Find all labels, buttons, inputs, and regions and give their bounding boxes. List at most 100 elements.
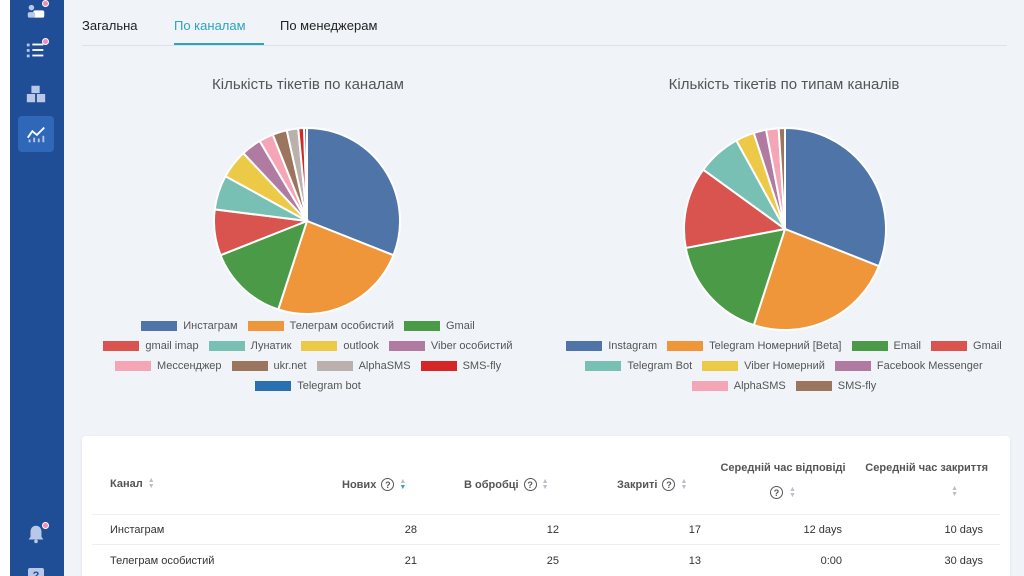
sidebar-edge (0, 0, 10, 576)
legend-label: SMS-fly (462, 360, 502, 372)
legend-item[interactable]: Инстаграм (141, 320, 238, 332)
legend-label: Telegram Номерний [Beta] (709, 340, 842, 352)
help-icon[interactable]: ? (381, 478, 395, 491)
legend-item[interactable]: Телеграм особистий (247, 320, 394, 332)
legend-label: Facebook Messenger (876, 360, 983, 372)
legend-item[interactable]: Viber Номерний (702, 360, 825, 372)
legend-row: gmail imap Лунатик outlook Viber особист… (84, 336, 532, 356)
header-processing[interactable]: В обробці ? ▲ ▼ (464, 478, 549, 491)
sort-icon[interactable]: ▲ ▼ (399, 477, 407, 491)
legend-label: Лунатик (250, 340, 292, 352)
legend-label: Telegram Bot (627, 360, 693, 372)
legend-swatch (702, 361, 739, 371)
legend-label: Gmail (973, 340, 1002, 352)
help-icon[interactable]: ? (22, 562, 50, 576)
help-icon[interactable]: ? (770, 486, 784, 499)
legend-item[interactable]: ukr.net (231, 360, 307, 372)
boxes-icon[interactable] (22, 80, 50, 108)
chat-icon[interactable] (22, 0, 50, 28)
legend-row: Telegram Bot Viber Номерний Facebook Mes… (564, 356, 1004, 376)
legend-label: Телеграм особистий (289, 320, 394, 332)
legend-item[interactable]: Gmail (931, 340, 1002, 352)
pie-slice-2[interactable] (752, 227, 881, 331)
pie-slice-1[interactable] (784, 126, 887, 268)
legend-item[interactable]: Telegram Номерний [Beta] (667, 340, 842, 352)
legend-item[interactable]: AlphaSMS (316, 360, 411, 372)
help-icon[interactable]: ? (662, 478, 676, 491)
sort-icon[interactable]: ▲ ▼ (951, 485, 958, 498)
legend-label: Мессенджер (156, 360, 222, 372)
legend-label: outlook (343, 340, 379, 352)
analytics-icon[interactable] (18, 116, 54, 152)
header-new-label: Нових (342, 478, 377, 491)
cell-channel: Инстаграм (110, 524, 165, 536)
legend-item[interactable]: SMS-fly (420, 360, 502, 372)
main-content: Загальна По каналам По менеджерам Кількі… (64, 0, 1024, 576)
legend-item[interactable]: AlphaSMS (691, 380, 786, 392)
pie-chart-channels (213, 126, 401, 315)
legend-label: SMS-fly (837, 380, 877, 392)
pie-slice-3[interactable] (219, 219, 309, 311)
header-channel-label: Канал (110, 478, 143, 490)
chart-title-channels: Кількість тікетів по каналам (212, 76, 404, 93)
legend-item[interactable]: SMS-fly (795, 380, 877, 392)
legend-item[interactable]: Instagram (566, 340, 657, 352)
legend-item[interactable]: Telegram bot (255, 380, 361, 392)
legend-label: Viber Номерний (744, 360, 825, 372)
header-closed-label: Закриті (617, 478, 658, 491)
legend-swatch (585, 361, 622, 371)
legend-swatch (255, 381, 292, 391)
legend-swatch (403, 321, 440, 331)
tasks-icon[interactable] (22, 36, 50, 64)
pie-slice-9[interactable] (777, 126, 786, 230)
pie-slice-2[interactable] (277, 219, 395, 315)
tab-general[interactable]: Загальна (82, 18, 138, 33)
header-channel[interactable]: Канал ▲ ▼ (110, 477, 155, 490)
legend-item[interactable]: Gmail (403, 320, 475, 332)
legend-item[interactable]: Email (851, 340, 922, 352)
legend-swatch (114, 361, 151, 371)
header-avg-response[interactable]: Середній час відповіді ? ▲ ▼ (718, 462, 848, 499)
pie-slice-12[interactable] (303, 126, 308, 222)
legend-swatch (388, 341, 425, 351)
cell-new: 28 (404, 524, 417, 536)
pie-chart-channel-types (683, 126, 887, 331)
sort-icon[interactable]: ▲ ▼ (541, 477, 549, 491)
legend-item[interactable]: gmail imap (103, 340, 199, 352)
sort-icon[interactable]: ▲ ▼ (680, 477, 688, 491)
legend-item[interactable]: Мессенджер (114, 360, 222, 372)
sort-icon[interactable]: ▲ ▼ (147, 477, 155, 490)
legend-label: Инстаграм (183, 320, 238, 332)
legend-item[interactable]: Viber особистий (388, 340, 513, 352)
cell-avg-close: 30 days (944, 555, 983, 567)
legend-swatch (795, 381, 832, 391)
tab-by-channels[interactable]: По каналам (174, 18, 246, 33)
pie-slice-4[interactable] (683, 168, 788, 250)
legend-item[interactable]: Лунатик (208, 340, 292, 352)
legend-swatch (834, 361, 871, 371)
legend-swatch (301, 341, 338, 351)
header-avg-close[interactable]: Середній час закриття ▲ ▼ (858, 462, 988, 498)
header-new[interactable]: Нових ? ▲ ▼ (342, 478, 406, 491)
cell-channel: Телеграм особистий (110, 555, 215, 567)
cell-avg-response: 12 days (803, 524, 842, 536)
legend-swatch (231, 361, 268, 371)
header-closed[interactable]: Закриті ? ▲ ▼ (617, 478, 687, 491)
legend-row: AlphaSMS SMS-fly (564, 376, 1004, 396)
pie-slice-1[interactable] (306, 126, 401, 257)
cell-processing: 25 (546, 555, 559, 567)
legend-item[interactable]: Facebook Messenger (834, 360, 983, 372)
legend-swatch (851, 341, 888, 351)
legend-row: Мессенджер ukr.net AlphaSMS SMS-fly (84, 356, 532, 376)
sort-icon[interactable]: ▲ ▼ (789, 485, 796, 499)
bell-icon[interactable] (22, 520, 50, 548)
cell-avg-close: 10 days (944, 524, 983, 536)
tab-by-managers[interactable]: По менеджерам (280, 18, 378, 33)
legend-item[interactable]: outlook (301, 340, 379, 352)
row-divider (92, 544, 1000, 545)
header-avg-response-label: Середній час відповіді (720, 462, 846, 474)
legend-label: Email (893, 340, 922, 352)
pie-slice-3[interactable] (684, 227, 787, 327)
legend-item[interactable]: Telegram Bot (585, 360, 692, 372)
help-icon[interactable]: ? (523, 478, 537, 491)
